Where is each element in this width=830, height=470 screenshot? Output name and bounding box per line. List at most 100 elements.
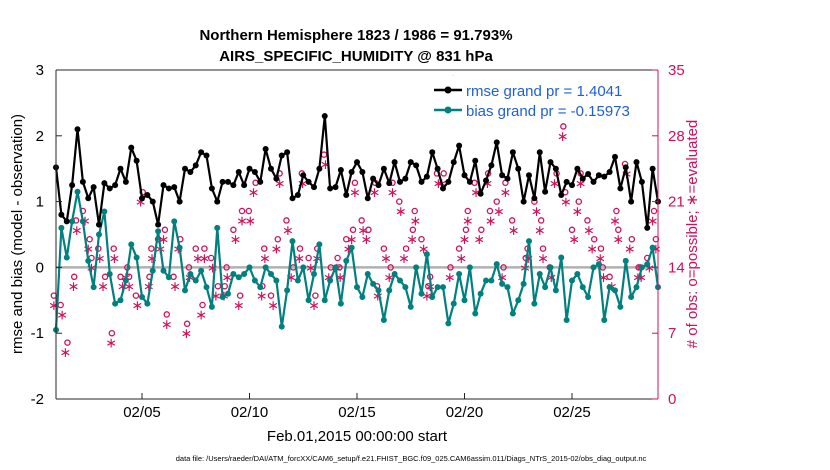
obs-possible-point	[349, 226, 357, 234]
obs-evaluated-point: ∗	[308, 298, 320, 314]
bias-point	[192, 277, 199, 284]
rmse-point	[106, 185, 113, 192]
obs-evaluated-point: ∗	[233, 298, 245, 314]
rmse-point	[579, 175, 586, 182]
obs-evaluated-point: ∗	[598, 270, 610, 286]
bias-point	[440, 284, 446, 291]
obs-possible-point	[462, 226, 470, 234]
bias-point	[294, 277, 301, 284]
bias-point	[499, 280, 506, 287]
left-tick-label: 1	[36, 194, 44, 211]
obs-possible-point	[108, 329, 116, 337]
obs-evaluated-point: ∗	[635, 270, 647, 286]
y-axis-label-left: rmse and bias (model - observation)	[9, 114, 26, 354]
bias-point	[316, 241, 323, 248]
obs-evaluated-point: ∗	[572, 204, 584, 220]
bias-point	[606, 284, 613, 291]
rmse-point	[300, 172, 307, 179]
rmse-point	[472, 157, 479, 164]
bias-point	[563, 317, 570, 324]
rmse-point	[413, 162, 420, 169]
obs-evaluated-point: ∗	[68, 279, 80, 295]
obs-evaluated-point: ∗	[342, 242, 354, 258]
rmse-point	[85, 195, 92, 202]
obs-possible-point	[508, 217, 516, 224]
x-tick-label: 02/15	[338, 404, 376, 421]
left-tick-label: 2	[36, 128, 44, 145]
chart-title-line2: AIRS_SPECIFIC_HUMIDITY @ 831 hPa	[219, 48, 493, 65]
obs-evaluated-point: ∗	[387, 185, 399, 201]
obs-possible-point	[163, 311, 171, 318]
bias-point	[520, 280, 527, 287]
obs-possible-point	[214, 282, 222, 290]
rmse-point	[407, 159, 414, 166]
obs-possible-point	[161, 226, 169, 234]
obs-evaluated-point: ∗	[146, 251, 158, 267]
obs-evaluated-point: ∗	[455, 251, 467, 267]
rmse-point	[638, 178, 645, 185]
bias-point	[246, 264, 253, 271]
rmse-point	[456, 142, 463, 149]
obs-evaluated-point: ∗	[432, 176, 444, 192]
obs-evaluated-point: ∗	[418, 242, 430, 258]
obs-possible-point	[274, 235, 282, 243]
bias-point	[617, 303, 624, 310]
bias-point	[423, 251, 430, 258]
obs-evaluated-point: ∗	[568, 232, 580, 248]
bias-point	[182, 287, 188, 294]
rmse-point	[391, 159, 398, 166]
bias-point	[644, 261, 651, 268]
obs-possible-point	[148, 245, 155, 252]
rmse-point	[182, 165, 188, 172]
obs-possible-point	[312, 292, 319, 299]
obs-evaluated-point: ∗	[346, 232, 358, 248]
bias-point	[343, 257, 350, 264]
rmse-point	[612, 153, 618, 160]
obs-evaluated-point: ∗	[161, 317, 173, 333]
left-tick-label: 0	[36, 259, 44, 276]
obs-possible-point	[418, 235, 425, 243]
rmse-point	[139, 195, 145, 202]
bias-point	[493, 261, 500, 268]
rmse-point	[214, 198, 221, 205]
bias-point	[133, 254, 140, 261]
obs-possible-point	[192, 245, 199, 252]
bias-point	[327, 277, 334, 284]
bias-point	[595, 261, 602, 268]
bias-point	[483, 277, 489, 284]
bias-point	[612, 287, 618, 294]
bias-point	[96, 231, 102, 238]
bias-point	[117, 297, 124, 304]
rmse-point	[133, 157, 140, 164]
obs-possible-point	[296, 245, 304, 252]
rmse-point	[644, 224, 651, 231]
rmse-point	[520, 198, 527, 205]
obs-evaluated-point: ∗	[259, 251, 271, 267]
obs-possible-point	[365, 226, 372, 234]
rmse-point	[504, 175, 511, 182]
obs-evaluated-point: ∗	[323, 270, 335, 286]
bias-point	[273, 277, 280, 284]
obs-evaluated-point: ∗	[86, 260, 98, 276]
obs-evaluated-point: ∗	[195, 307, 207, 323]
data-file-footer: data file: /Users/raeder/DAI/ATM_forcXX/…	[176, 454, 647, 463]
rmse-point	[601, 173, 608, 180]
rmse-point	[208, 185, 215, 192]
obs-evaluated-point: ∗	[372, 289, 384, 305]
rmse-point	[402, 175, 409, 182]
bias-point	[542, 284, 549, 291]
obs-possible-point	[358, 217, 365, 224]
obs-possible-point	[539, 245, 547, 252]
bias-point	[461, 297, 468, 304]
bias-point	[628, 294, 635, 301]
obs-possible-point	[537, 217, 545, 224]
obs-evaluated-point: ∗	[632, 270, 644, 286]
obs-evaluated-point: ∗	[496, 270, 508, 286]
obs-possible-point	[117, 273, 124, 281]
left-tick-label: 3	[36, 62, 44, 79]
rmse-point	[343, 192, 350, 199]
rmse-point	[606, 168, 613, 175]
bias-point	[219, 294, 226, 301]
left-tick-label: -1	[31, 325, 44, 342]
rmse-point	[311, 184, 317, 191]
